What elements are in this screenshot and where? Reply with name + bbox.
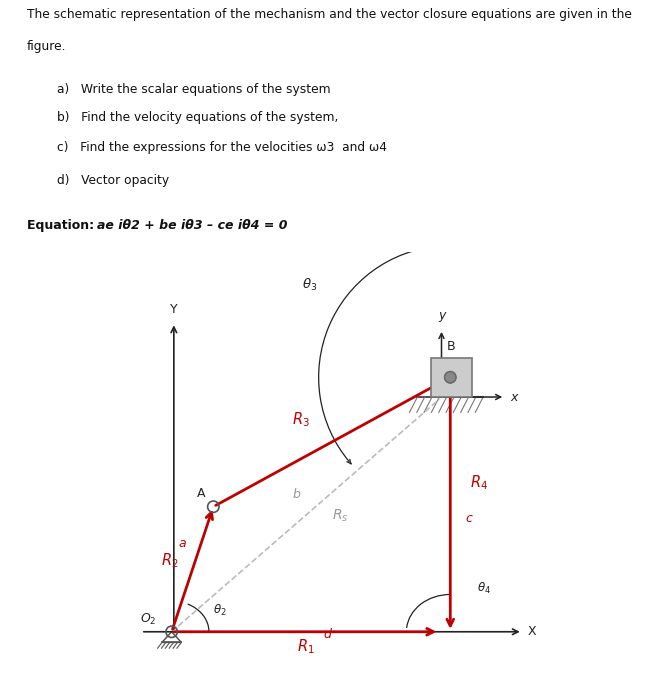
Text: y: y <box>438 310 445 323</box>
Text: c)   Find the expressions for the velocities ω3  and ω4: c) Find the expressions for the velociti… <box>57 141 387 154</box>
Text: Equation:: Equation: <box>27 220 98 232</box>
Text: d: d <box>323 628 331 641</box>
Text: $\theta_3$: $\theta_3$ <box>302 276 317 292</box>
Text: $R_4$: $R_4$ <box>470 473 488 492</box>
Text: $O_2$: $O_2$ <box>140 612 156 627</box>
Text: a: a <box>178 538 186 550</box>
Text: The schematic representation of the mechanism and the vector closure equations a: The schematic representation of the mech… <box>27 8 632 21</box>
Text: $R_3$: $R_3$ <box>292 410 310 429</box>
Text: $\theta_2$: $\theta_2$ <box>213 603 227 618</box>
Circle shape <box>445 372 456 383</box>
Text: b)   Find the velocity equations of the system,: b) Find the velocity equations of the sy… <box>57 111 338 124</box>
Bar <box>431 357 472 397</box>
Text: x: x <box>510 390 518 404</box>
Text: figure.: figure. <box>27 40 66 53</box>
Text: a)   Write the scalar equations of the system: a) Write the scalar equations of the sys… <box>57 83 331 96</box>
Text: $R_1$: $R_1$ <box>297 638 315 656</box>
Text: X: X <box>528 625 536 638</box>
Text: $R_2$: $R_2$ <box>161 551 178 569</box>
Text: b: b <box>293 488 301 501</box>
Text: d)   Vector opacity: d) Vector opacity <box>57 174 169 187</box>
Text: ae iθ2 + be iθ3 – ce iθ4 = 0: ae iθ2 + be iθ3 – ce iθ4 = 0 <box>97 220 287 232</box>
Text: $R_s$: $R_s$ <box>332 508 349 524</box>
Text: $\theta_4$: $\theta_4$ <box>476 581 490 596</box>
Text: Y: Y <box>170 303 178 316</box>
Text: c: c <box>466 512 472 525</box>
Text: A: A <box>197 487 206 500</box>
Text: B: B <box>447 339 456 352</box>
